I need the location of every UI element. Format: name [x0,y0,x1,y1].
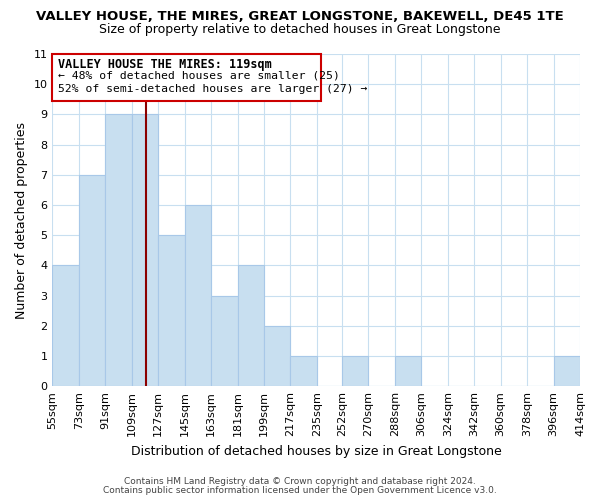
Bar [158,235,185,386]
FancyBboxPatch shape [52,54,322,101]
X-axis label: Distribution of detached houses by size in Great Longstone: Distribution of detached houses by size … [131,444,502,458]
Bar [238,266,264,386]
Text: Contains public sector information licensed under the Open Government Licence v3: Contains public sector information licen… [103,486,497,495]
Bar [342,356,368,386]
Bar [106,114,132,386]
Bar [211,296,238,386]
Text: Size of property relative to detached houses in Great Longstone: Size of property relative to detached ho… [99,22,501,36]
Text: VALLEY HOUSE THE MIRES: 119sqm: VALLEY HOUSE THE MIRES: 119sqm [58,58,272,70]
Bar [185,205,211,386]
Bar [395,356,421,386]
Text: ← 48% of detached houses are smaller (25): ← 48% of detached houses are smaller (25… [58,70,340,81]
Bar [554,356,580,386]
Bar [52,266,79,386]
Y-axis label: Number of detached properties: Number of detached properties [15,122,28,318]
Bar [132,114,158,386]
Bar [290,356,317,386]
Text: 52% of semi-detached houses are larger (27) →: 52% of semi-detached houses are larger (… [58,84,368,94]
Text: Contains HM Land Registry data © Crown copyright and database right 2024.: Contains HM Land Registry data © Crown c… [124,477,476,486]
Bar [264,326,290,386]
Bar [79,175,106,386]
Text: VALLEY HOUSE, THE MIRES, GREAT LONGSTONE, BAKEWELL, DE45 1TE: VALLEY HOUSE, THE MIRES, GREAT LONGSTONE… [36,10,564,23]
